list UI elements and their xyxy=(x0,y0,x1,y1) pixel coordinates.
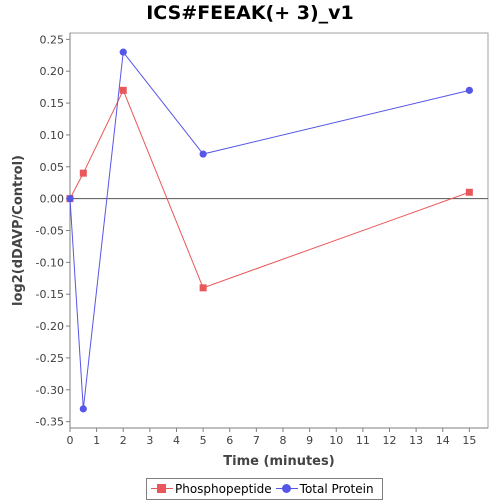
data-point-phosphopeptide xyxy=(199,284,207,292)
y-tick-label: 0.25 xyxy=(40,33,65,46)
data-point-total-protein xyxy=(66,195,74,203)
y-axis-label: log2(dDAVP/Control) xyxy=(11,155,26,306)
y-tick-label: 0.20 xyxy=(40,65,65,78)
data-point-total-protein xyxy=(79,405,87,413)
legend-label-total-protein: Total Protein xyxy=(299,482,374,496)
data-point-total-protein xyxy=(199,150,207,158)
y-tick-label: 0.10 xyxy=(40,129,65,142)
x-tick-label: 11 xyxy=(356,434,370,447)
y-tick-label: -0.30 xyxy=(36,384,64,397)
legend-item-phosphopeptide[interactable]: Phosphopeptide xyxy=(151,482,272,496)
y-tick-label: -0.05 xyxy=(36,225,64,238)
x-tick-label: 4 xyxy=(173,434,180,447)
x-tick-label: 15 xyxy=(462,434,476,447)
x-tick-label: 10 xyxy=(329,434,343,447)
x-tick-label: 5 xyxy=(200,434,207,447)
x-tick-label: 13 xyxy=(409,434,423,447)
y-tick-label: 0.05 xyxy=(40,161,65,174)
x-tick-label: 2 xyxy=(120,434,127,447)
legend-item-total-protein[interactable]: Total Protein xyxy=(275,482,374,496)
legend-swatch-total-protein xyxy=(275,484,298,494)
chart-title: ICS#FEEAK(+ 3)_v1 xyxy=(146,2,354,24)
y-tick-label: 0.00 xyxy=(40,193,65,206)
y-tick-label: -0.10 xyxy=(36,256,64,269)
data-point-total-protein xyxy=(119,48,127,56)
data-point-phosphopeptide xyxy=(465,188,473,196)
data-point-total-protein xyxy=(465,86,473,94)
x-tick-label: 12 xyxy=(382,434,396,447)
x-tick-label: 3 xyxy=(146,434,153,447)
x-tick-label: 6 xyxy=(226,434,233,447)
plot-area xyxy=(69,32,489,429)
y-tick-label: 0.15 xyxy=(40,97,65,110)
data-point-phosphopeptide xyxy=(119,86,127,94)
chart-legend: Phosphopeptide Total Protein xyxy=(146,478,383,500)
x-tick-label: 1 xyxy=(93,434,100,447)
x-tick-label: 9 xyxy=(306,434,313,447)
y-tick-label: -0.25 xyxy=(36,352,64,365)
y-tick-label: -0.15 xyxy=(36,288,64,301)
x-tick-label: 14 xyxy=(436,434,450,447)
x-tick-label: 0 xyxy=(67,434,74,447)
x-tick-label: 7 xyxy=(253,434,260,447)
data-point-phosphopeptide xyxy=(79,169,87,177)
x-axis-label: Time (minutes) xyxy=(223,454,334,469)
y-tick-label: -0.35 xyxy=(36,416,64,429)
legend-swatch-phosphopeptide xyxy=(151,484,173,494)
y-tick-label: -0.20 xyxy=(36,320,64,333)
legend-label-phosphopeptide: Phosphopeptide xyxy=(175,482,272,496)
x-tick-label: 8 xyxy=(279,434,286,447)
